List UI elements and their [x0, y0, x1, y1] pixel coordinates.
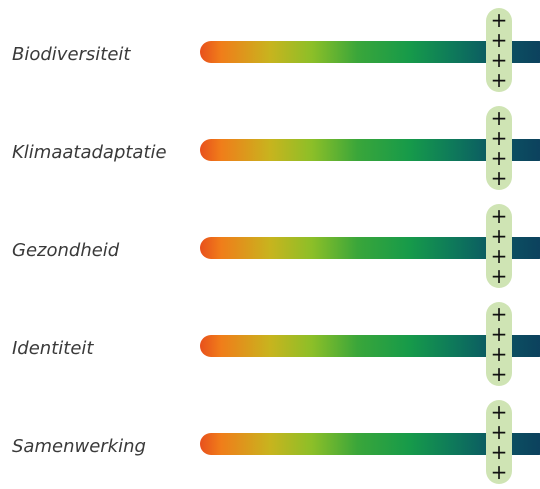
- chart-row: Samenwerking + + + +: [0, 400, 540, 488]
- plus-icon: +: [490, 68, 508, 92]
- score-marker: + + + +: [486, 400, 512, 484]
- plus-icon: +: [490, 400, 508, 424]
- plus-icon: +: [490, 204, 508, 228]
- category-label: Gezondheid: [12, 240, 120, 261]
- chart-row: Klimaatadaptatie + + + +: [0, 106, 540, 194]
- plus-icon: +: [490, 166, 508, 190]
- category-label: Samenwerking: [12, 436, 146, 457]
- gradient-scale-bar: [200, 237, 540, 259]
- plus-icon: +: [490, 420, 508, 444]
- gradient-scale-bar: [200, 433, 540, 455]
- plus-icon: +: [490, 244, 508, 268]
- plus-icon: +: [490, 224, 508, 248]
- category-label: Klimaatadaptatie: [12, 142, 167, 163]
- score-marker: + + + +: [486, 106, 512, 190]
- gradient-scale-bar: [200, 139, 540, 161]
- score-marker: + + + +: [486, 8, 512, 92]
- plus-icon: +: [490, 48, 508, 72]
- plus-icon: +: [490, 460, 508, 484]
- plus-icon: +: [490, 146, 508, 170]
- score-marker: + + + +: [486, 302, 512, 386]
- plus-icon: +: [490, 126, 508, 150]
- gradient-scale-bar: [200, 335, 540, 357]
- plus-icon: +: [490, 264, 508, 288]
- category-label: Biodiversiteit: [12, 44, 131, 65]
- plus-icon: +: [490, 440, 508, 464]
- plus-icon: +: [490, 8, 508, 32]
- plus-icon: +: [490, 28, 508, 52]
- plus-icon: +: [490, 342, 508, 366]
- plus-icon: +: [490, 106, 508, 130]
- category-label: Identiteit: [12, 338, 94, 359]
- plus-icon: +: [490, 302, 508, 326]
- chart-row: Identiteit + + + +: [0, 302, 540, 390]
- chart-row: Gezondheid + + + +: [0, 204, 540, 292]
- plus-icon: +: [490, 362, 508, 386]
- chart-row: Biodiversiteit + + + +: [0, 8, 540, 96]
- plus-icon: +: [490, 322, 508, 346]
- gradient-scale-bar: [200, 41, 540, 63]
- score-marker: + + + +: [486, 204, 512, 288]
